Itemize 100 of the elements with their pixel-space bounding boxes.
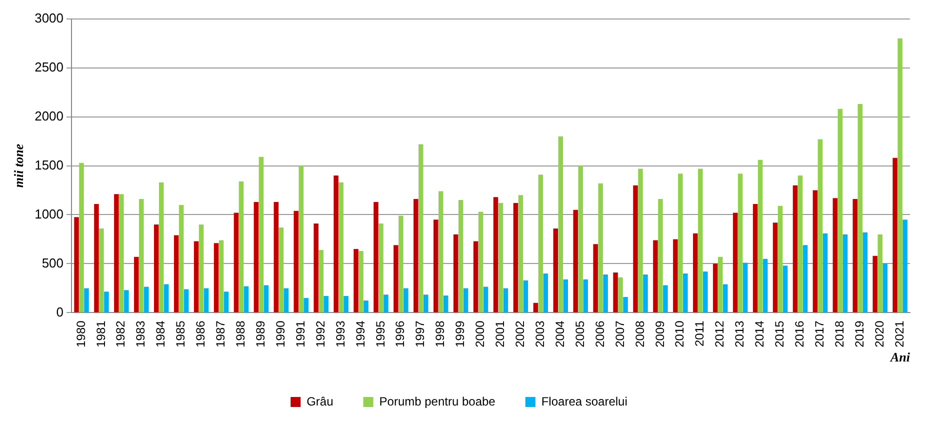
bar [398,216,404,312]
x-tick-label: 1987 [214,320,228,348]
bar [258,156,264,312]
bar [792,185,798,312]
bar [424,294,428,312]
bar [738,174,743,312]
bar [338,182,344,312]
bar [603,274,608,312]
bar [344,296,348,312]
bar [478,212,484,312]
x-tick-label: 1997 [413,320,428,348]
y-axis-title: mii tone [11,144,26,188]
bar [374,202,378,312]
bar [838,108,842,312]
bar [718,256,723,312]
x-tick-label: 2004 [552,320,567,348]
bar [543,274,548,312]
bar [902,220,908,312]
y-tick-label: 3000 [34,10,64,26]
x-tick-label: 2016 [792,320,807,348]
bar [318,250,324,312]
x-tick-label: 2008 [632,320,647,348]
bar [84,288,89,312]
bar [284,288,288,312]
x-tick-label: 2002 [513,320,528,348]
bar [174,235,179,312]
x-tick-label: 2009 [652,320,667,348]
bar [653,240,658,312]
bar [772,222,778,312]
x-tick-label: 1988 [234,320,248,348]
bar [158,182,164,312]
bar [404,288,408,312]
y-tick-label: 2000 [34,108,64,124]
x-tick-label: 2015 [772,320,787,348]
x-tick-label: 2006 [592,320,607,348]
bar [453,234,458,312]
bar [114,194,119,312]
x-tick-label: 1984 [154,320,168,348]
bar [898,38,902,312]
x-tick-label: 1990 [273,320,288,348]
x-tick-label: 1996 [393,320,408,348]
bar [139,199,144,312]
x-tick-label: 2005 [572,320,587,348]
legend-label: Porumb pentru boabe [379,394,496,408]
bar [762,258,768,312]
x-tick-label: 1982 [114,320,128,348]
bar [658,199,663,312]
x-tick-label: 2003 [532,320,547,348]
x-tick-label: 2007 [612,320,627,348]
bar [573,210,578,312]
bar [304,298,308,312]
bar [623,297,628,312]
bar [164,284,169,312]
bar [578,166,583,312]
bar [394,245,398,312]
x-tick-label: 1992 [313,320,328,348]
x-tick-label: 2017 [812,320,826,348]
bar [238,181,244,312]
x-tick-label: 1986 [194,320,208,348]
x-tick-label: 2001 [493,320,508,348]
x-axis-title: Ani [889,350,910,365]
bar [234,212,239,312]
bar [99,228,104,312]
x-tick-label: 1993 [333,320,348,348]
bar [663,285,668,312]
bar [104,292,109,312]
bar [119,194,124,312]
bar [513,202,518,312]
x-tick-label: 1981 [94,320,108,348]
bar [493,197,498,312]
bar [638,168,643,312]
bar [872,256,878,312]
legend-label: Floarea soarelui [541,394,628,408]
y-tick-label: 0 [56,304,64,320]
bar [503,288,508,312]
bar [782,266,788,312]
bar [583,279,588,312]
bar [778,206,783,312]
bar [418,144,424,312]
bar [802,245,808,312]
bar [882,264,888,312]
bar [703,272,708,312]
x-tick-label: 1994 [353,320,368,348]
x-tick-label: 2011 [692,320,707,347]
bar [79,162,84,312]
bar [498,202,504,312]
bar [94,204,99,312]
bar [553,228,558,312]
bar [523,280,528,312]
legend-label: Grâu [306,394,334,408]
bar [673,239,678,312]
bar [473,241,478,312]
x-tick-label: 2013 [732,320,747,348]
bar [463,288,468,312]
bar [698,168,703,312]
bar [818,139,823,312]
x-tick-label: 1980 [74,320,88,348]
bar [678,174,683,312]
bar [752,204,758,312]
bar [124,290,129,312]
